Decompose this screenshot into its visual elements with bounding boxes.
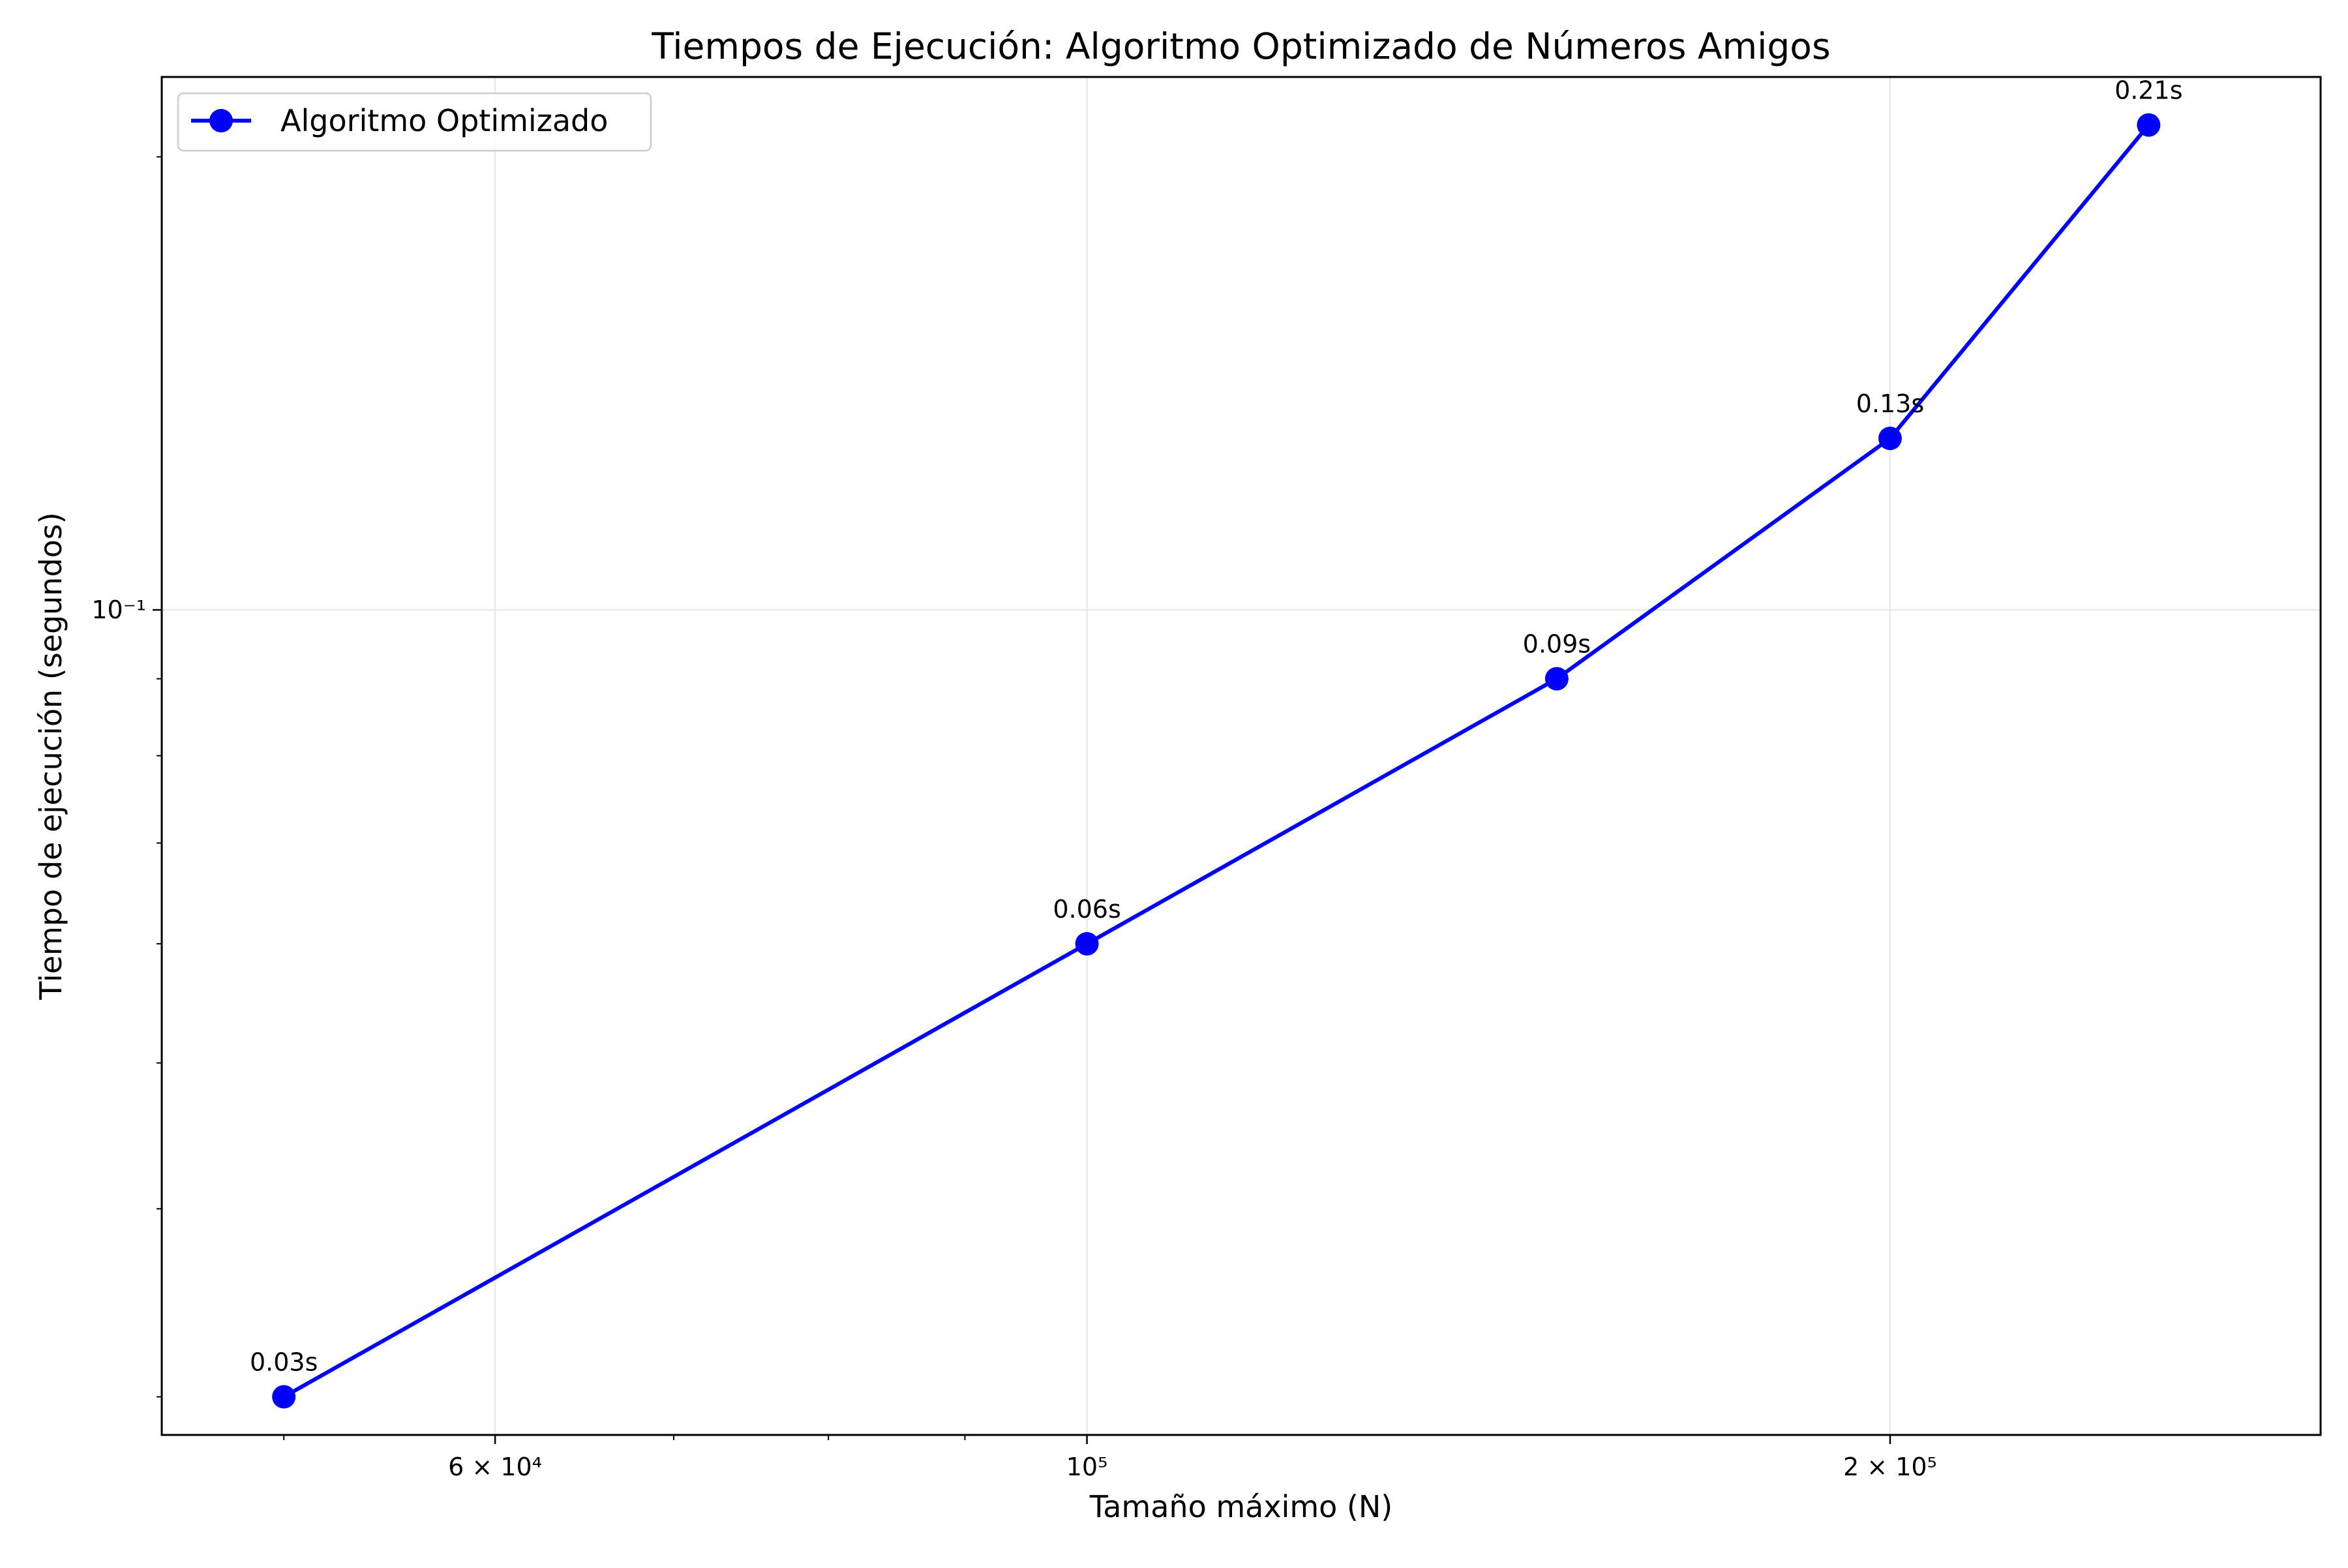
x-tick-label: 2 × 10⁵ [1843, 1453, 1937, 1481]
data-label: 0.06s [1053, 895, 1121, 924]
grid-lines [162, 77, 2321, 1435]
data-label: 0.03s [250, 1348, 318, 1377]
data-label: 0.13s [1856, 389, 1924, 418]
x-tick-label: 10⁵ [1066, 1453, 1108, 1481]
data-point [1878, 427, 1902, 451]
series-line [282, 123, 2150, 1399]
legend-box [177, 92, 652, 152]
legend-point-marker [209, 109, 233, 132]
data-point [272, 1385, 296, 1409]
x-axis-label: Tamaño máximo (N) [1089, 1489, 1392, 1524]
data-point [1075, 931, 1099, 956]
series-layer: 0.03s 0.06s 0.09s 0.13s 0.21s [250, 76, 2183, 1409]
y-tick-label: 10⁻¹ [91, 596, 146, 624]
y-axis-label: Tiempo de ejecución (segundos) [33, 512, 68, 1000]
legend: Algoritmo Optimizado [177, 92, 652, 152]
axis-ticks: 6 × 10⁴ 10⁵ 2 × 10⁵ 10⁻¹ [91, 156, 1937, 1481]
data-point [2137, 113, 2161, 137]
data-label: 0.09s [1523, 630, 1591, 659]
data-label: 0.21s [2115, 76, 2182, 105]
data-point [1544, 667, 1569, 691]
plot-area-frame [160, 76, 2322, 1436]
chart-title: Tiempos de Ejecución: Algoritmo Optimiza… [651, 25, 1830, 67]
x-tick-label: 6 × 10⁴ [448, 1453, 542, 1481]
legend-entry-label: Algoritmo Optimizado [280, 103, 608, 138]
